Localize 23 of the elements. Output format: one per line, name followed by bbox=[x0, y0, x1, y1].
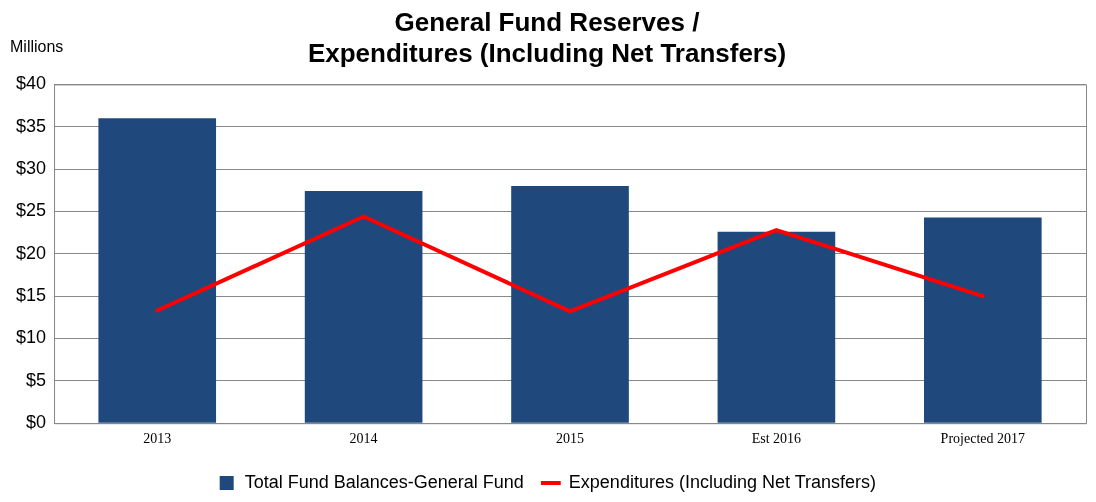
y-tick-label: $30 bbox=[15, 158, 47, 179]
x-tick-label: 2013 bbox=[143, 431, 172, 447]
y-tick-label: $10 bbox=[15, 327, 47, 348]
legend-label: Expenditures (Including Net Transfers) bbox=[568, 471, 876, 492]
bar bbox=[304, 191, 423, 423]
y-tick-label: $25 bbox=[15, 200, 47, 221]
legend-label: Total Fund Balances-General Fund bbox=[244, 471, 524, 492]
x-tick-label: Projected 2017 bbox=[940, 431, 1025, 447]
x-tick-label: Est 2016 bbox=[751, 431, 802, 447]
x-tick-label: 2014 bbox=[349, 431, 378, 447]
bar bbox=[511, 186, 629, 423]
y-axis-title: Millions bbox=[10, 38, 64, 56]
bar bbox=[98, 118, 217, 423]
y-tick-label: $5 bbox=[26, 369, 47, 390]
y-tick-label: $0 bbox=[26, 412, 47, 433]
y-tick-label: $15 bbox=[15, 285, 47, 306]
y-tick-label: $40 bbox=[15, 73, 47, 94]
bar bbox=[923, 217, 1042, 423]
chart-title: General Fund Reserves / Expenditures (Including Net Transfers) bbox=[307, 6, 787, 68]
y-tick-label: $35 bbox=[15, 115, 47, 136]
x-tick-label: 2015 bbox=[556, 431, 585, 447]
y-tick-label: $20 bbox=[15, 242, 47, 263]
bar bbox=[717, 231, 836, 423]
